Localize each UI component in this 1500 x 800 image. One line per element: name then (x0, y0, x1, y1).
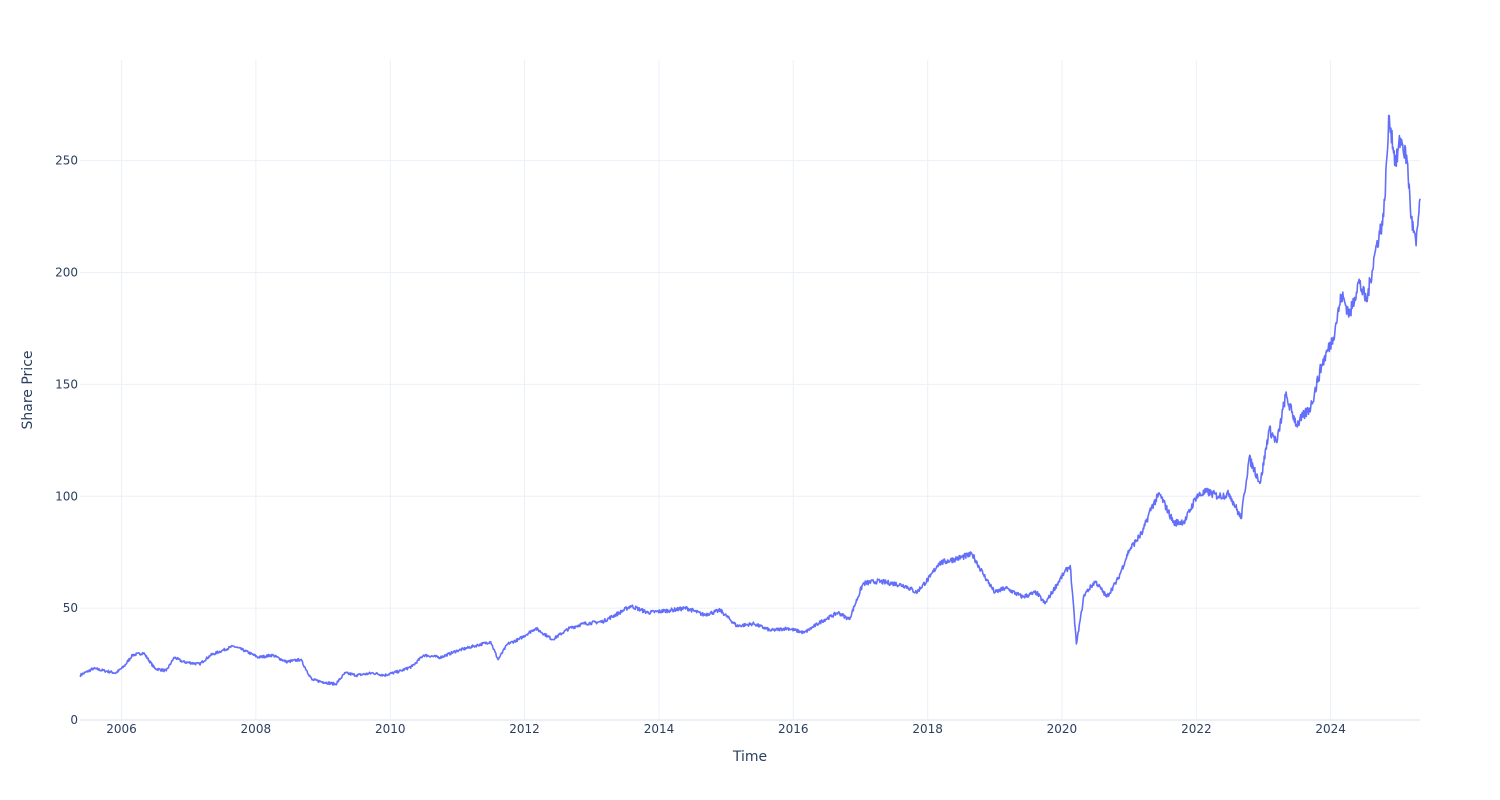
x-tick-label: 2006 (106, 722, 137, 736)
x-tick-label: 2012 (509, 722, 540, 736)
y-tick-label: 100 (55, 489, 78, 503)
x-axis-title: Time (732, 749, 767, 765)
y-gridlines (80, 160, 1420, 609)
y-tick-label: 0 (70, 713, 78, 727)
x-tick-label: 2016 (778, 722, 809, 736)
x-tick-label: 2024 (1315, 722, 1346, 736)
y-tick-label: 250 (55, 154, 78, 168)
x-tick-label: 2010 (375, 722, 406, 736)
y-tick-label: 50 (63, 601, 78, 615)
x-tick-label: 2018 (912, 722, 943, 736)
x-tick-label: 2022 (1181, 722, 1212, 736)
y-tick-label: 150 (55, 377, 78, 391)
x-tick-label: 2008 (241, 722, 272, 736)
x-tick-label: 2014 (644, 722, 675, 736)
x-gridlines (121, 60, 1332, 720)
y-tick-labels: 0 50 100 150 200 250 (55, 154, 78, 727)
y-tick-label: 200 (55, 266, 78, 280)
series-line (79, 114, 1421, 686)
x-tick-label: 2020 (1047, 722, 1078, 736)
y-axis-title: Share Price (20, 350, 36, 429)
x-tick-labels: 2006 2008 2010 2012 2014 2016 2018 2020 2022 2024 (106, 722, 1346, 736)
